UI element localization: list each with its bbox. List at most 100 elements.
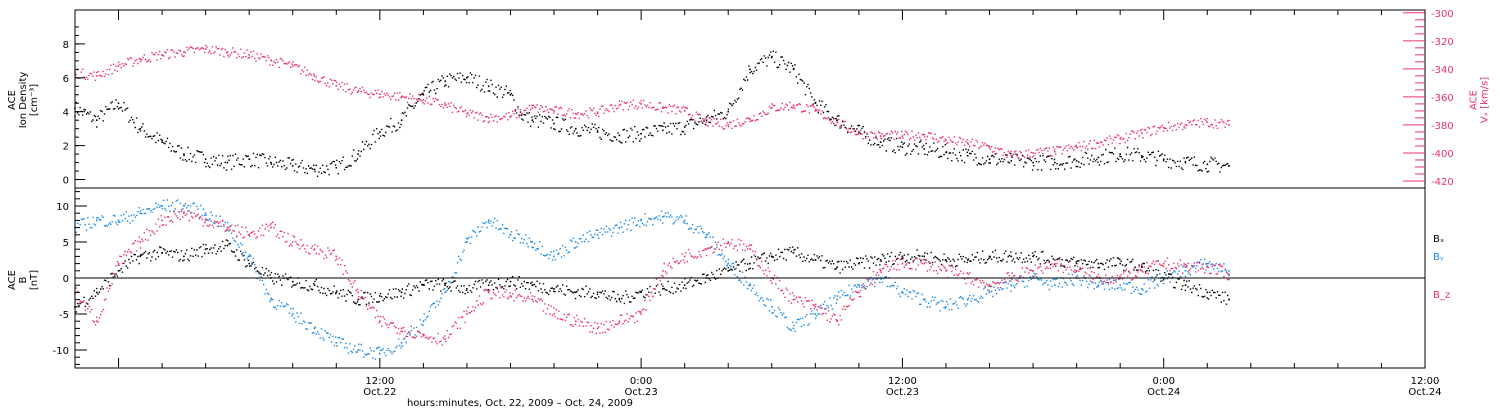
data-point: [618, 320, 621, 322]
data-point: [161, 205, 163, 207]
data-point: [1075, 270, 1078, 272]
data-point: [466, 241, 468, 243]
data-point: [379, 320, 381, 322]
data-point: [727, 241, 729, 243]
data-point: [683, 284, 686, 286]
data-point: [879, 259, 882, 261]
data-point: [270, 298, 272, 301]
data-point: [466, 112, 468, 115]
ytick-right-label: -420: [1431, 177, 1454, 188]
ytick-label: 2: [63, 142, 69, 153]
data-point: [879, 141, 882, 143]
data-point: [357, 298, 359, 301]
data-point: [313, 284, 316, 286]
data-point: [226, 244, 229, 247]
xtick-time: 0:00: [1152, 376, 1174, 387]
data-point: [553, 288, 555, 290]
series-s0: [74, 50, 1230, 177]
data-point: [836, 298, 838, 301]
data-point: [400, 119, 403, 121]
labels-layer: 0 2 4 6 8 -420 -400 -380 -360 -340 -320 -300 -10 -5 0 5…: [7, 9, 1491, 409]
ylabel-b-line: [nT]: [29, 270, 40, 290]
data-point: [117, 270, 120, 272]
data-point: [444, 80, 446, 82]
data-point: [139, 127, 142, 130]
data-point: [313, 327, 316, 330]
data-point: [1054, 161, 1056, 164]
data-point: [204, 158, 207, 160]
ytick-label: 10: [56, 202, 69, 213]
data-point: [183, 153, 185, 155]
data-point: [771, 306, 773, 308]
data-point: [1184, 284, 1187, 286]
data-point: [640, 219, 642, 222]
data-point: [966, 155, 969, 157]
ylabel-b: ACE B [nT]: [7, 270, 40, 290]
data-point: [683, 126, 686, 128]
data-point: [487, 291, 490, 294]
data-point: [400, 291, 403, 294]
data-point: [749, 118, 751, 121]
series-scatter: [74, 239, 1230, 313]
data-point: [226, 161, 229, 164]
data-point: [1032, 255, 1034, 258]
data-point: [553, 313, 555, 315]
data-point: [923, 148, 925, 150]
ytick-label: 0: [63, 176, 69, 187]
data-point: [966, 298, 969, 301]
ylabel-b-line: ACE: [7, 270, 18, 290]
ytick-right-label: -320: [1431, 37, 1454, 48]
data-point: [379, 352, 381, 355]
ytick-label: -5: [59, 310, 69, 321]
data-point: [1075, 262, 1078, 265]
data-point: [379, 93, 381, 95]
data-point: [901, 146, 904, 149]
data-point: [683, 219, 686, 222]
data-point: [683, 255, 686, 258]
data-point: [139, 58, 142, 60]
data-point: [640, 291, 642, 294]
ylabel-vx: ACE Vₓ [km/s]: [1469, 77, 1491, 123]
data-point: [487, 117, 490, 119]
data-point: [400, 96, 403, 98]
data-point: [1054, 284, 1056, 286]
data-point: [1141, 270, 1143, 272]
data-point: [96, 291, 98, 294]
legend-0: Bₓ: [1433, 234, 1444, 245]
data-point: [509, 94, 512, 96]
data-point: [248, 234, 250, 236]
data-point: [858, 291, 860, 294]
data-point: [575, 241, 577, 243]
ylabel-density: ACE Ion Density [cm⁻³]: [7, 72, 40, 129]
data-point: [1119, 138, 1121, 140]
x-axis-title: hours:minutes, Oct. 22, 2009 – Oct. 24, …: [407, 398, 633, 409]
data-point: [444, 338, 446, 340]
data-point: [705, 119, 708, 121]
series-scatter: [74, 50, 1230, 177]
data-point: [945, 306, 947, 308]
data-point: [771, 107, 773, 109]
data-point: [575, 112, 577, 115]
xtick-date: Oct.23: [886, 387, 919, 398]
xtick-time: 12:00: [888, 376, 917, 387]
data-point: [117, 262, 120, 265]
plot-frame: [74, 9, 1426, 369]
data-point: [335, 166, 338, 169]
data-point: [1141, 266, 1143, 268]
data-point: [1228, 124, 1230, 126]
data-point: [270, 226, 272, 229]
ytick-right-label: -360: [1431, 93, 1454, 104]
data-point: [1010, 284, 1013, 286]
data-point: [640, 313, 642, 315]
ylabel-density-line: [cm⁻³]: [29, 84, 40, 116]
data-point: [1184, 161, 1187, 164]
data-point: [596, 234, 599, 236]
data-point: [466, 313, 468, 315]
data-point: [1184, 124, 1187, 126]
data-point: [1010, 255, 1013, 258]
data-point: [422, 284, 425, 286]
data-point: [966, 259, 969, 261]
data-point: [792, 327, 795, 330]
data-point: [596, 131, 599, 133]
data-point: [1141, 132, 1143, 135]
